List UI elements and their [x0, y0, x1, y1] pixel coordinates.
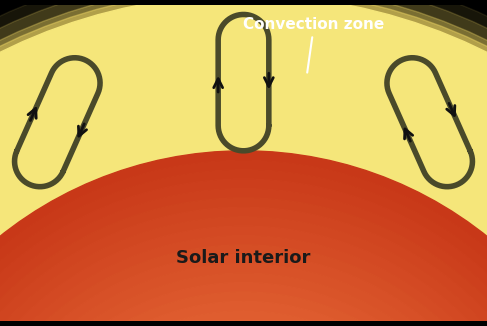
Circle shape [14, 311, 473, 326]
Circle shape [0, 179, 487, 326]
Circle shape [0, 235, 487, 326]
Circle shape [0, 188, 487, 326]
Circle shape [0, 207, 487, 326]
Circle shape [23, 320, 464, 326]
Circle shape [0, 273, 487, 326]
Circle shape [0, 160, 487, 326]
Text: Convection zone: Convection zone [244, 17, 385, 73]
Circle shape [0, 292, 487, 326]
Circle shape [0, 217, 487, 326]
Circle shape [0, 245, 487, 326]
Circle shape [0, 198, 487, 326]
Circle shape [0, 226, 487, 326]
Circle shape [0, 170, 487, 326]
Circle shape [0, 283, 487, 326]
Circle shape [0, 254, 487, 326]
Circle shape [0, 264, 487, 326]
Circle shape [4, 301, 483, 326]
Circle shape [0, 151, 487, 326]
Text: Solar interior: Solar interior [176, 249, 311, 267]
